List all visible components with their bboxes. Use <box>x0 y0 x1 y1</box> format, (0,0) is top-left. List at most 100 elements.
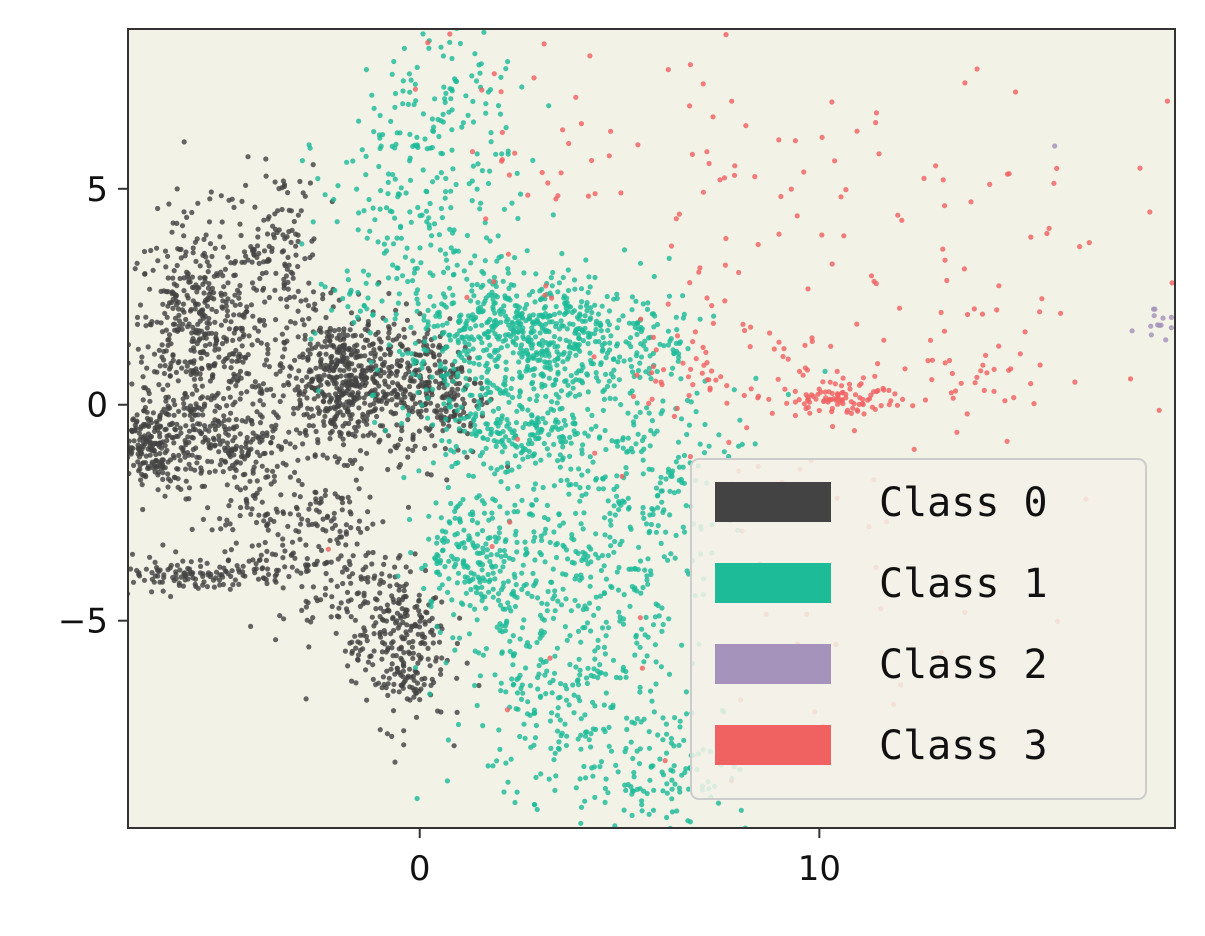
data-point <box>233 540 239 546</box>
data-point <box>225 432 231 438</box>
data-point <box>299 516 305 522</box>
data-point <box>345 304 351 310</box>
data-point <box>256 512 262 518</box>
data-point <box>339 388 345 394</box>
data-point <box>881 387 887 393</box>
data-point <box>414 64 420 70</box>
data-point <box>673 314 679 320</box>
data-point <box>385 647 391 653</box>
data-point <box>216 346 222 352</box>
data-point <box>190 446 196 453</box>
data-point <box>601 387 608 393</box>
data-point <box>464 334 470 340</box>
data-point <box>310 615 316 621</box>
data-point <box>329 603 335 610</box>
data-point <box>142 404 148 411</box>
data-point <box>464 382 470 388</box>
data-point <box>505 392 511 398</box>
data-point <box>441 395 447 401</box>
data-point <box>117 350 122 355</box>
data-point <box>310 413 316 419</box>
data-point <box>840 375 846 381</box>
data-point <box>566 354 572 360</box>
data-point <box>829 405 836 412</box>
data-point <box>1147 209 1153 215</box>
data-point <box>330 343 336 349</box>
data-point <box>584 620 591 626</box>
data-point <box>646 729 652 735</box>
data-point <box>329 353 335 359</box>
data-point <box>440 421 446 427</box>
data-point <box>402 334 408 340</box>
data-point <box>365 272 372 278</box>
data-point <box>261 322 268 328</box>
data-point <box>400 674 406 680</box>
data-point <box>512 603 519 610</box>
data-point <box>449 55 455 62</box>
data-point <box>487 558 493 565</box>
data-point <box>469 73 475 79</box>
data-point <box>154 567 161 573</box>
data-point <box>527 644 533 650</box>
data-point <box>237 368 244 374</box>
data-point <box>601 702 607 708</box>
data-point <box>435 323 441 329</box>
data-point <box>161 357 167 363</box>
data-point <box>180 447 186 453</box>
data-point <box>520 325 526 331</box>
data-point <box>494 552 500 558</box>
data-point <box>529 593 535 600</box>
data-point <box>638 719 644 725</box>
data-point <box>483 110 489 116</box>
data-point <box>423 407 429 413</box>
data-point <box>469 198 475 204</box>
data-point <box>390 380 396 386</box>
data-point <box>385 466 391 473</box>
data-point <box>453 402 459 408</box>
data-point <box>345 494 351 500</box>
data-point <box>488 552 494 558</box>
data-point <box>511 255 518 261</box>
data-point <box>555 745 562 752</box>
data-point <box>390 688 396 694</box>
data-point <box>372 397 379 403</box>
data-point <box>159 579 165 585</box>
data-point <box>363 67 369 73</box>
data-point <box>178 430 184 436</box>
data-point <box>120 425 125 430</box>
data-point <box>585 484 591 490</box>
data-point <box>620 667 626 673</box>
data-point <box>813 396 819 402</box>
data-point <box>715 800 722 806</box>
data-point <box>193 258 199 264</box>
data-point <box>816 386 822 392</box>
data-point <box>205 297 211 303</box>
data-point <box>476 361 482 368</box>
data-point <box>628 526 634 532</box>
data-point <box>340 436 346 442</box>
data-point <box>299 378 305 384</box>
data-point <box>140 460 146 466</box>
data-point <box>189 526 195 533</box>
data-point <box>396 600 402 606</box>
data-point <box>505 578 511 584</box>
data-point <box>262 362 268 368</box>
data-point <box>649 698 655 704</box>
data-point <box>545 410 551 416</box>
data-point <box>416 592 422 598</box>
data-point <box>640 471 646 477</box>
data-point <box>427 294 433 300</box>
data-point <box>665 342 672 348</box>
data-point <box>460 396 466 402</box>
data-point <box>539 384 545 390</box>
data-point <box>485 334 492 340</box>
data-point <box>227 394 233 400</box>
data-point <box>479 374 485 380</box>
data-point <box>227 586 233 592</box>
data-point <box>160 588 166 594</box>
data-point <box>547 539 553 546</box>
data-point <box>208 189 214 195</box>
data-point <box>529 502 535 508</box>
data-point <box>345 407 351 413</box>
data-point <box>232 399 238 405</box>
